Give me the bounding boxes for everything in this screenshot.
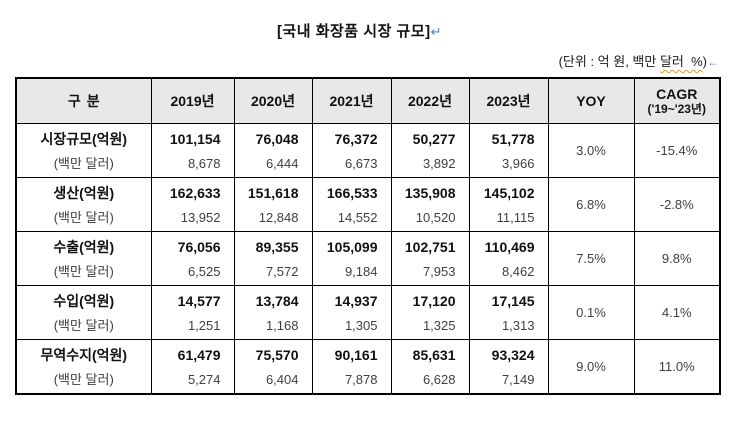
table-row-production: 생산(억원) (백만 달러) 162,633 13,952 151,618 12,8… xyxy=(15,177,721,232)
row-label: 수입(억원) xyxy=(53,293,115,309)
table-row-import: 수입(억원) (백만 달러) 14,577 1,251 13,784 1,168 1… xyxy=(15,285,721,340)
row-label: 생산(억원) xyxy=(53,185,115,201)
unit-note-spellcheck-text: 달러 % xyxy=(659,54,703,69)
col-header-category: 구분 xyxy=(15,77,152,124)
paragraph-mark-icon: ↵ xyxy=(430,24,443,39)
table-row-export: 수출(억원) (백만 달러) 76,056 6,525 89,355 7,572 1… xyxy=(15,231,721,286)
cagr-cell: 9.8% xyxy=(633,231,721,286)
line-wrap-mark-icon: ← xyxy=(707,55,719,69)
value-cell-2021: 166,533 14,552 xyxy=(311,177,392,232)
unit-note-suffix: ) xyxy=(702,54,707,69)
row-label: 시장규모(억원) xyxy=(40,131,128,147)
row-label-cell: 수출(억원) (백만 달러) xyxy=(15,231,152,286)
value-cell-2022: 85,631 6,628 xyxy=(390,339,470,394)
yoy-cell: 7.5% xyxy=(547,231,635,286)
document-title: [국내 화장품 시장 규모]↵ xyxy=(0,0,719,41)
yoy-cell: 0.1% xyxy=(547,285,635,340)
col-header-2022: 2022년 xyxy=(390,77,470,124)
col-header-2021: 2021년 xyxy=(311,77,392,124)
value-cell-2021: 90,161 7,878 xyxy=(311,339,392,394)
cagr-cell: -15.4% xyxy=(633,123,721,178)
yoy-cell: 6.8% xyxy=(547,177,635,232)
row-label-cell: 시장규모(억원) (백만 달러) xyxy=(15,123,152,178)
col-header-2020: 2020년 xyxy=(233,77,313,124)
row-sub-label: (백만 달러) xyxy=(53,156,114,171)
cagr-cell: 4.1% xyxy=(633,285,721,340)
row-sub-label: (백만 달러) xyxy=(53,264,114,279)
value-cell-2023: 110,469 8,462 xyxy=(468,231,549,286)
table-row-trade-balance: 무역수지(억원) (백만 달러) 61,479 5,274 75,570 6,404… xyxy=(15,339,721,394)
row-label-cell: 수입(억원) (백만 달러) xyxy=(15,285,152,340)
unit-note-prefix: (단위 : 억 원, 백만 xyxy=(558,54,660,69)
table-row-market-size: 시장규모(억원) (백만 달러) 101,154 8,678 76,048 6,44… xyxy=(15,123,721,178)
title-text: [국내 화장품 시장 규모] xyxy=(276,23,431,40)
value-cell-2021: 105,099 9,184 xyxy=(311,231,392,286)
cagr-cell: -2.8% xyxy=(633,177,721,232)
unit-note: (단위 : 억 원, 백만 달러 %)← xyxy=(0,51,719,70)
yoy-cell: 3.0% xyxy=(547,123,635,178)
value-cell-2019: 101,154 8,678 xyxy=(150,123,235,178)
value-cell-2022: 17,120 1,325 xyxy=(390,285,470,340)
row-label: 무역수지(억원) xyxy=(40,346,128,363)
value-cell-2023: 93,324 7,149 xyxy=(468,339,549,394)
col-header-2019: 2019년 xyxy=(150,77,235,124)
value-cell-2019: 162,633 13,952 xyxy=(150,177,235,232)
value-cell-2022: 135,908 10,520 xyxy=(390,177,470,232)
market-size-table: 구분 2019년 2020년 2021년 2022년 2023년 YOY CAG… xyxy=(15,77,721,395)
value-cell-2023: 17,145 1,313 xyxy=(468,285,549,340)
row-sub-label: (백만 달러) xyxy=(53,318,114,333)
value-cell-2020: 89,355 7,572 xyxy=(233,231,313,286)
cagr-header-line2: ('19~'23년) xyxy=(647,102,706,116)
value-cell-2020: 76,048 6,444 xyxy=(233,123,313,178)
header-row: 구분 2019년 2020년 2021년 2022년 2023년 YOY CAG… xyxy=(15,77,721,124)
cagr-cell: 11.0% xyxy=(633,339,721,394)
value-cell-2021: 14,937 1,305 xyxy=(311,285,392,340)
value-cell-2019: 14,577 1,251 xyxy=(150,285,235,340)
col-header-2023: 2023년 xyxy=(468,77,549,124)
col-header-cagr: CAGR ('19~'23년) xyxy=(633,77,721,124)
value-cell-2020: 151,618 12,848 xyxy=(233,177,313,232)
row-sub-label: (백만 달러) xyxy=(53,371,114,387)
cagr-header-line1: CAGR xyxy=(656,86,698,102)
row-label: 수출(억원) xyxy=(53,239,115,255)
yoy-cell: 9.0% xyxy=(547,339,635,394)
row-sub-label: (백만 달러) xyxy=(53,210,114,225)
value-cell-2023: 51,778 3,966 xyxy=(468,123,549,178)
col-header-yoy: YOY xyxy=(547,77,635,124)
value-cell-2020: 75,570 6,404 xyxy=(233,339,313,394)
row-label-cell: 생산(억원) (백만 달러) xyxy=(15,177,152,232)
value-cell-2023: 145,102 11,115 xyxy=(468,177,549,232)
value-cell-2022: 102,751 7,953 xyxy=(390,231,470,286)
value-cell-2019: 76,056 6,525 xyxy=(150,231,235,286)
value-cell-2022: 50,277 3,892 xyxy=(390,123,470,178)
row-label-cell: 무역수지(억원) (백만 달러) xyxy=(15,339,152,394)
value-cell-2021: 76,372 6,673 xyxy=(311,123,392,178)
value-cell-2020: 13,784 1,168 xyxy=(233,285,313,340)
value-cell-2019: 61,479 5,274 xyxy=(150,339,235,394)
